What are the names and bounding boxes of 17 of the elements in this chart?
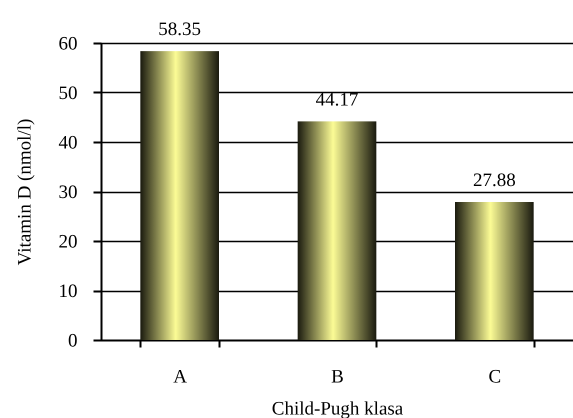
y-tick-label: 50 bbox=[58, 83, 78, 104]
x-tick-label: C bbox=[488, 366, 502, 388]
bar bbox=[140, 51, 219, 340]
bar bbox=[298, 121, 376, 340]
y-tick-label: 60 bbox=[58, 34, 78, 54]
y-tick-label: 20 bbox=[58, 232, 78, 252]
data-label: 44.17 bbox=[316, 89, 358, 110]
x-tick-label: B bbox=[331, 366, 344, 388]
data-label: 58.35 bbox=[158, 19, 202, 40]
y-tick-label: 30 bbox=[58, 182, 78, 203]
y-tick-label: 40 bbox=[58, 132, 78, 154]
data-label: 27.88 bbox=[472, 170, 516, 191]
x-tick-label: A bbox=[173, 366, 188, 388]
bar bbox=[455, 202, 534, 340]
y-tick-label: 10 bbox=[58, 281, 78, 302]
y-axis-title: Vitamin D (nmol/l) bbox=[14, 118, 36, 266]
y-tick-label: 0 bbox=[68, 330, 78, 352]
